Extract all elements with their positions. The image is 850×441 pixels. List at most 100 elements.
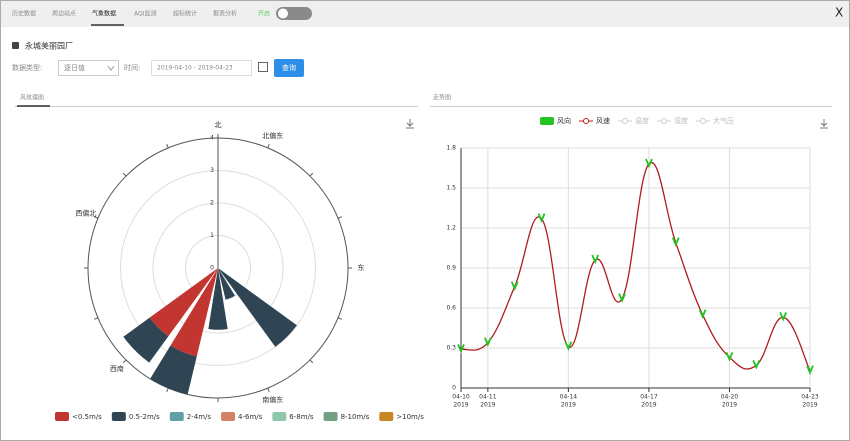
- wind-arrow: [484, 337, 492, 347]
- sector: [218, 268, 235, 300]
- wind-arrow: [752, 359, 761, 370]
- line: [460, 161, 811, 371]
- x-tick-year: 2019: [480, 402, 495, 409]
- x-tick-year: 2019: [641, 402, 656, 409]
- nav-tab[interactable]: 报表分析: [213, 10, 237, 18]
- legend-marker[interactable]: [583, 118, 589, 124]
- legend-label: 湿度: [674, 116, 688, 125]
- wind-arrow: [618, 293, 626, 303]
- legend-swatch[interactable]: [379, 412, 394, 421]
- wind-arrow: [671, 237, 680, 247]
- legend-marker[interactable]: [622, 118, 628, 124]
- legend-label: 8-10m/s: [341, 413, 370, 421]
- r-tick-label: 4: [210, 135, 214, 142]
- angle-tick: [337, 216, 342, 219]
- x-tick-label: 04-23: [801, 394, 819, 401]
- legend-label: 风速: [596, 117, 610, 125]
- sector: [150, 345, 197, 395]
- angle-tick: [122, 359, 127, 364]
- legend-marker[interactable]: [700, 118, 706, 124]
- right-tab[interactable]: 走势图: [433, 94, 451, 102]
- station-icon: [12, 42, 19, 49]
- r-tick-label: 2: [210, 200, 214, 207]
- wind-arrow: [564, 341, 573, 351]
- calendar-icon[interactable]: [258, 62, 268, 72]
- angle-tick: [166, 144, 169, 149]
- angle-tick: [267, 387, 270, 392]
- legend-label: >10m/s: [396, 413, 424, 421]
- nav-bar: [1, 1, 849, 27]
- sector: [208, 268, 228, 330]
- x-tick-year: 2019: [453, 402, 468, 409]
- legend-label: <0.5m/s: [72, 413, 102, 421]
- toggle-label[interactable]: 开启: [258, 10, 270, 18]
- nav-tab[interactable]: AQI监测: [134, 10, 157, 18]
- y-tick-label: 1.2: [446, 225, 456, 232]
- legend-label: 大气压: [713, 116, 734, 125]
- sector: [149, 268, 218, 337]
- wind-arrow: [645, 158, 653, 169]
- legend-swatch[interactable]: [323, 412, 338, 421]
- angle-label: 北: [215, 121, 222, 129]
- wind-arrow: [698, 309, 707, 319]
- legend-swatch[interactable]: [169, 412, 184, 421]
- nav-tab[interactable]: 超标统计: [173, 10, 197, 18]
- angle-tick: [337, 317, 342, 320]
- x-tick-label: 04-20: [721, 394, 739, 401]
- close-button[interactable]: X: [835, 6, 843, 20]
- angle-tick: [267, 144, 270, 149]
- legend-label: 温度: [635, 116, 649, 125]
- legend-swatch[interactable]: [221, 412, 236, 421]
- wind-arrow: [591, 254, 600, 265]
- time-input[interactable]: [151, 60, 252, 76]
- angle-label: 北偏东: [262, 131, 283, 140]
- nav-tab[interactable]: 气象数据: [92, 10, 116, 18]
- legend-swatch[interactable]: [111, 412, 126, 421]
- left-tab[interactable]: 风玫瑰图: [20, 94, 44, 102]
- angle-tick: [122, 172, 127, 177]
- nav-tab[interactable]: 历史数据: [12, 10, 36, 18]
- sector: [170, 268, 218, 357]
- download-icon[interactable]: [820, 119, 828, 129]
- y-tick-label: 1.8: [446, 145, 456, 152]
- legend-label: 4-6m/s: [238, 413, 263, 421]
- query-button[interactable]: [274, 59, 304, 77]
- wind-arrow: [537, 213, 546, 223]
- time-value: 2019-04-10 - 2019-04-23: [157, 65, 233, 72]
- wind-arrow: [457, 343, 465, 354]
- download-icon[interactable]: [406, 119, 414, 129]
- caret: [107, 65, 115, 71]
- y-tick-label: 1.5: [446, 185, 456, 192]
- angle-tick: [166, 387, 169, 392]
- x-tick-label: 04-10: [452, 394, 470, 401]
- x-tick-year: 2019: [561, 402, 576, 409]
- legend-swatch[interactable]: [272, 412, 287, 421]
- r-tick-label: 3: [210, 167, 214, 174]
- y-tick-label: 0.9: [446, 265, 456, 272]
- x-tick-year: 2019: [722, 402, 737, 409]
- legend-label: 0.5-2m/s: [129, 413, 160, 421]
- legend-label: 风向: [557, 116, 571, 125]
- angle-label: 南偏东: [262, 395, 283, 404]
- r-tick-label: 0: [210, 265, 214, 272]
- x-tick-label: 04-17: [640, 394, 658, 401]
- legend-marker[interactable]: [661, 118, 667, 124]
- wind-arrow: [725, 351, 734, 362]
- x-tick-year: 2019: [802, 402, 817, 409]
- legend-swatch[interactable]: [540, 117, 554, 125]
- nav-tab[interactable]: 周边站点: [52, 10, 76, 18]
- x-tick-label: 04-14: [560, 394, 578, 401]
- y-tick-label: 0: [452, 385, 456, 392]
- angle-tick: [309, 172, 314, 177]
- y-tick-label: 0.3: [446, 345, 456, 352]
- angle-label: 东: [358, 263, 365, 272]
- legend-label: 6-8m/s: [289, 413, 314, 421]
- type-select[interactable]: [58, 60, 119, 76]
- angle-tick: [94, 216, 99, 219]
- wind-arrow: [510, 281, 519, 291]
- r-tick-label: 1: [210, 232, 214, 239]
- legend-swatch[interactable]: [55, 412, 69, 421]
- time-label: 时间:: [124, 63, 140, 72]
